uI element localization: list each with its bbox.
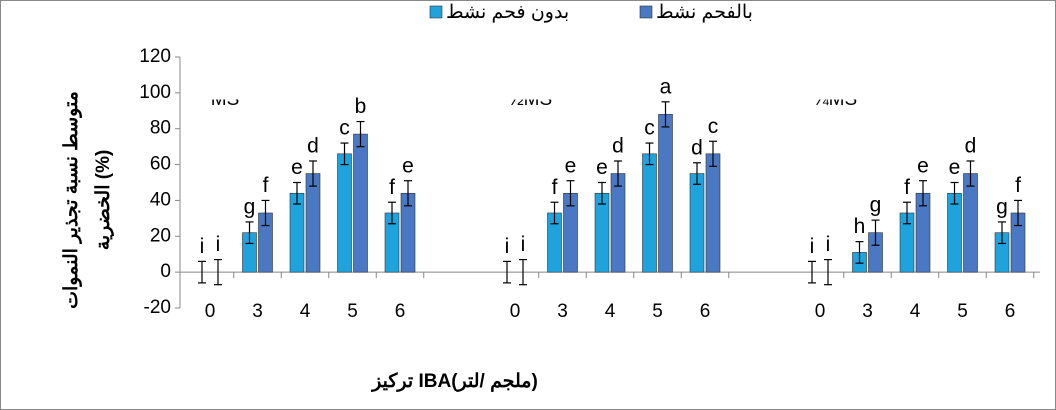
- significance-letter: g: [996, 195, 1008, 218]
- significance-letter: i: [826, 233, 831, 256]
- bar: [705, 153, 721, 273]
- y-tick-label: 100: [139, 82, 171, 103]
- bar: [658, 114, 673, 273]
- group-label-cover: [490, 80, 570, 93]
- significance-letter: f: [1015, 174, 1021, 197]
- y-tick-label: 80: [150, 118, 171, 139]
- bar: [289, 192, 305, 273]
- significance-letter: f: [552, 176, 558, 199]
- x-tick-label: 6: [395, 301, 406, 322]
- x-tick-label: 3: [252, 301, 263, 322]
- bar: [353, 133, 368, 273]
- x-axis-title: تركيز IBA(ملجم /لتر): [370, 371, 538, 392]
- significance-letter: d: [691, 136, 703, 159]
- significance-letter: g: [244, 195, 256, 218]
- x-tick-label: 5: [957, 301, 968, 322]
- x-tick-label: 3: [862, 301, 873, 322]
- legend-label: بالفحم نشط: [656, 2, 753, 23]
- significance-letter: i: [216, 233, 221, 256]
- y-tick-label: 0: [160, 261, 171, 282]
- legend-label: بدون فحم نشط: [446, 2, 569, 23]
- significance-letter: d: [612, 135, 624, 158]
- y-tick-label: 60: [150, 154, 171, 175]
- significance-letter: d: [965, 135, 977, 158]
- significance-letter: g: [870, 194, 882, 217]
- x-tick-label: 0: [815, 301, 826, 322]
- significance-letter: c: [708, 115, 719, 138]
- significance-letter: i: [200, 235, 205, 258]
- y-axis-title: متوسط نسبة تجذير النموات: [61, 91, 82, 309]
- y-tick-label: -20: [144, 297, 171, 318]
- significance-letter: e: [402, 154, 414, 177]
- x-tick-label: 6: [700, 301, 711, 322]
- x-tick-label: 4: [910, 301, 921, 322]
- significance-letter: f: [904, 176, 910, 199]
- x-tick-label: 4: [605, 301, 616, 322]
- significance-letter: h: [854, 215, 866, 238]
- bar: [689, 173, 705, 273]
- significance-letter: i: [521, 233, 526, 256]
- bar: [610, 173, 626, 273]
- x-tick-label: 6: [1005, 301, 1016, 322]
- significance-letter: a: [660, 75, 672, 98]
- y-tick-label: 20: [150, 225, 171, 246]
- significance-letter: e: [291, 156, 303, 179]
- legend-swatch: [429, 5, 443, 19]
- significance-letter: c: [339, 117, 350, 140]
- significance-letter: f: [263, 174, 269, 197]
- x-tick-label: 5: [652, 301, 663, 322]
- x-tick-label: 4: [300, 301, 311, 322]
- x-tick-label: 5: [347, 301, 358, 322]
- significance-letter: e: [596, 156, 608, 179]
- bar: [642, 153, 657, 273]
- bar: [947, 192, 962, 273]
- significance-letter: b: [355, 95, 367, 118]
- y-tick-label: 120: [139, 46, 171, 67]
- bar: [963, 173, 978, 273]
- y-tick-label: 40: [150, 189, 171, 210]
- group-label-cover: [185, 80, 265, 93]
- bar: [594, 192, 610, 273]
- significance-letter: d: [307, 135, 319, 158]
- significance-letter: i: [810, 235, 815, 258]
- significance-letter: e: [917, 154, 929, 177]
- x-tick-label: 0: [205, 301, 216, 322]
- significance-letter: c: [644, 117, 655, 140]
- significance-letter: e: [949, 156, 961, 179]
- y-axis-title: الخضرية (%): [93, 150, 114, 251]
- significance-letter: e: [565, 154, 577, 177]
- legend-swatch: [639, 5, 653, 19]
- x-tick-label: 0: [510, 301, 521, 322]
- bar: [305, 173, 321, 273]
- group-label-cover: [795, 80, 875, 93]
- x-tick-label: 3: [557, 301, 568, 322]
- significance-letter: f: [389, 176, 395, 199]
- bar: [337, 153, 352, 273]
- significance-letter: i: [505, 235, 510, 258]
